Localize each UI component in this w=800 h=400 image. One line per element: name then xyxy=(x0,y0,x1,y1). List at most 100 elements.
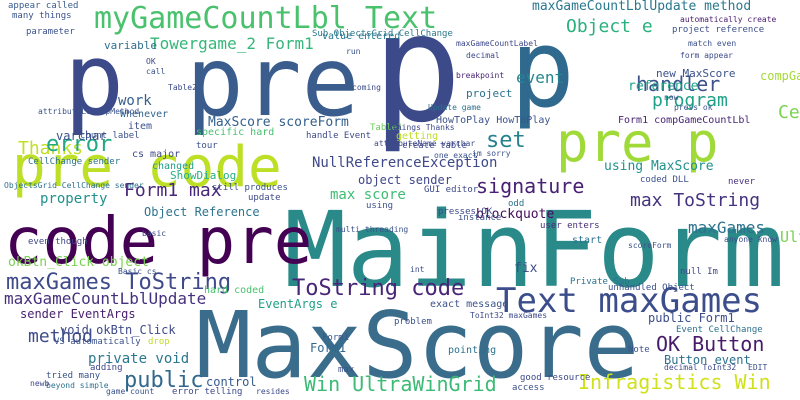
word: Form1 xyxy=(322,333,350,343)
word: program xyxy=(652,90,728,111)
word: control xyxy=(206,375,257,389)
word: private void xyxy=(88,351,190,367)
word: public Form1 xyxy=(648,311,735,325)
word: count label xyxy=(80,131,140,141)
word: access xyxy=(512,383,545,393)
word: work xyxy=(118,93,152,109)
word: resides xyxy=(256,387,290,396)
word: Whenever xyxy=(120,109,169,120)
word: max score xyxy=(330,187,406,203)
word: many things xyxy=(12,11,72,21)
word: project xyxy=(466,87,513,100)
word: maxGames xyxy=(688,218,766,237)
word: maxGameCountLblUpdate xyxy=(4,289,207,308)
word: decimal ToInt32 xyxy=(664,363,737,372)
word: multi threading xyxy=(336,225,409,234)
word: Private Sub xyxy=(570,277,630,287)
word: p xyxy=(372,0,463,156)
word: p xyxy=(64,21,125,138)
word: MaxScore scoreForm xyxy=(208,115,349,130)
word: Basic cs xyxy=(118,267,157,276)
word: press ok xyxy=(674,103,713,112)
word: adding xyxy=(90,363,123,373)
word: now xyxy=(664,93,679,102)
word: pre code xyxy=(12,135,282,200)
word: Button event xyxy=(664,353,751,367)
word: event xyxy=(516,68,565,87)
word: ShowDialog xyxy=(170,169,237,182)
word: error telling xyxy=(172,387,243,397)
word: handler xyxy=(636,72,721,96)
word: never xyxy=(728,177,756,187)
word: sender EventArgs xyxy=(20,307,136,321)
word: void okBtn_Click xyxy=(60,323,176,337)
word: p xyxy=(510,7,576,132)
word: MaxScore xyxy=(196,292,640,399)
word: MainForm xyxy=(284,189,785,311)
word: NullReferenceException xyxy=(312,155,498,171)
word: project reference xyxy=(672,25,765,35)
word: odd xyxy=(508,199,525,209)
word: using xyxy=(366,201,394,211)
word: Form1 compGameCountLbl xyxy=(618,115,751,126)
word: problem xyxy=(394,317,432,327)
word: parameter xyxy=(26,27,75,37)
word: specific hard xyxy=(196,127,275,138)
word: im sorry xyxy=(472,149,511,158)
word: null Im xyxy=(680,267,718,277)
word: okBtn_Click object xyxy=(8,255,149,270)
word: good resource xyxy=(520,373,591,383)
word: set xyxy=(486,128,526,153)
word: attributeLookupMethod xyxy=(38,107,140,116)
word: CellEventArgs xyxy=(778,102,800,123)
word: using MaxScore xyxy=(604,159,714,174)
word: tried many xyxy=(46,371,101,381)
word: Thanks xyxy=(18,138,84,159)
word: one exact xyxy=(434,151,478,160)
word: Table2 xyxy=(168,83,197,92)
word: reference xyxy=(628,79,699,94)
word: call xyxy=(146,67,166,76)
word: Text maxGames xyxy=(496,281,763,321)
word: max ToString xyxy=(630,190,761,211)
word: tour xyxy=(196,141,218,151)
word: ObjectsGrid CellChange sender xyxy=(4,181,144,190)
word: hard coded xyxy=(204,285,265,296)
word: myGameCountLbl Text xyxy=(94,1,438,36)
word: scoreForm xyxy=(628,241,672,250)
word: appear called xyxy=(8,1,79,11)
word: anyone know xyxy=(724,235,777,244)
word: newb xyxy=(30,379,50,388)
word: VS automatically xyxy=(54,337,141,347)
word: value entered xyxy=(322,31,401,42)
word: attributeName varchar xyxy=(374,139,476,148)
word: UltraWinGrid xyxy=(780,228,800,246)
word: EventArgs e xyxy=(258,297,338,311)
word: maxGameCountLabel xyxy=(456,39,538,48)
word: ToString code xyxy=(292,276,465,301)
word: CellChange sender xyxy=(28,157,121,167)
word: instance xyxy=(458,213,502,223)
word: Update game xyxy=(428,103,481,112)
word: game count xyxy=(106,387,155,396)
word: OK Button xyxy=(656,332,765,356)
word: automatically create xyxy=(680,15,777,24)
word: cs major xyxy=(132,149,181,160)
word: signature xyxy=(476,174,585,198)
word: blockquote xyxy=(476,207,555,222)
word: ToInt32 maxGames xyxy=(470,311,548,320)
word: fix xyxy=(514,261,538,276)
word: variable xyxy=(104,39,157,52)
word: error xyxy=(46,132,113,157)
word: item xyxy=(128,121,153,132)
word: GUI editor xyxy=(424,185,479,195)
word: update xyxy=(248,193,281,203)
word: breakpoint xyxy=(456,71,505,80)
word: compGameCountLbl Text xyxy=(760,69,800,83)
word: form appear xyxy=(680,51,733,60)
word: maxGameCountLblUpdate method xyxy=(532,0,752,14)
word: decimal xyxy=(466,51,500,60)
word: basic xyxy=(142,229,167,238)
word: Form1 xyxy=(310,341,347,355)
